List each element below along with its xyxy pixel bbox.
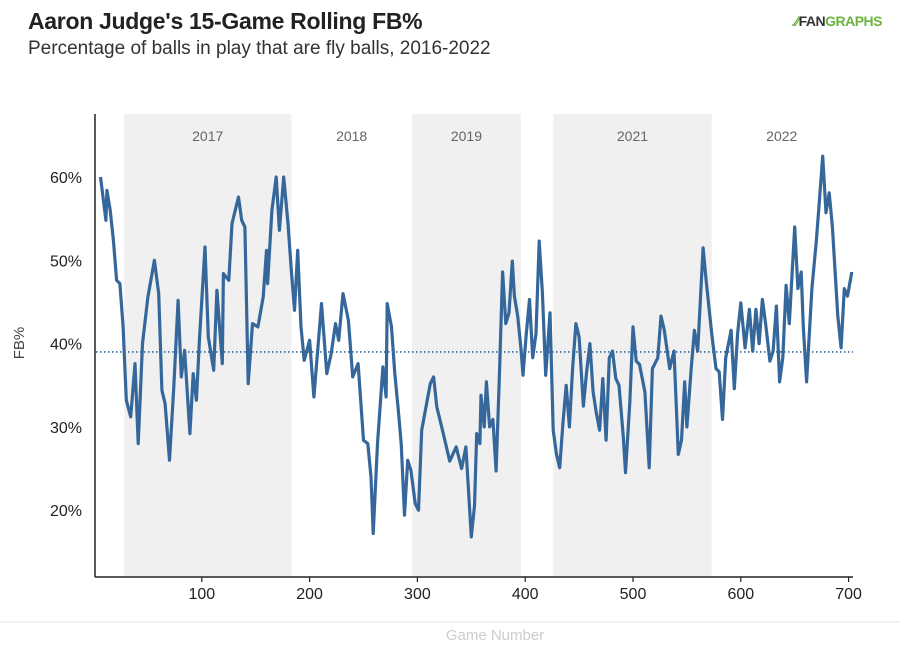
y-tick-label: 40% — [50, 337, 82, 354]
logo-text-graphs: GRAPHS — [825, 13, 882, 29]
x-tick-label: 600 — [727, 586, 754, 603]
x-tick-label: 700 — [835, 586, 862, 603]
season-labels: 2017 2018 2019 2021 2022 — [192, 128, 797, 144]
y-tick-label: 30% — [50, 420, 82, 437]
x-tick-label: 400 — [512, 586, 539, 603]
x-axis-label: Game Number — [446, 627, 544, 644]
season-bands — [124, 114, 712, 576]
season-label-2022: 2022 — [766, 128, 797, 144]
series-line — [98, 154, 854, 539]
fangraphs-logo: .⁄⁄FANGRAPHS — [791, 13, 883, 29]
season-label-2019: 2019 — [451, 128, 482, 144]
x-tick-label: 500 — [620, 586, 647, 603]
season-label-2021: 2021 — [617, 128, 648, 144]
season-band-2019 — [412, 114, 521, 576]
y-tick-label: 20% — [50, 503, 82, 520]
y-axis-label: FB% — [11, 327, 28, 360]
chart-title: Aaron Judge's 15-Game Rolling FB% — [28, 8, 423, 34]
logo-mark-icon: .⁄⁄ — [791, 13, 800, 29]
y-ticks: 20% 30% 40% 50% 60% — [50, 170, 82, 520]
season-label-2017: 2017 — [192, 128, 223, 144]
season-band-2017 — [124, 114, 292, 576]
season-label-2018: 2018 — [336, 128, 367, 144]
x-ticks: 100 200 300 400 500 600 700 — [188, 577, 862, 603]
y-tick-label: 50% — [50, 253, 82, 270]
x-tick-label: 100 — [188, 586, 215, 603]
x-tick-label: 200 — [296, 586, 323, 603]
chart-subtitle: Percentage of balls in play that are fly… — [28, 38, 491, 59]
x-tick-label: 300 — [404, 586, 431, 603]
y-tick-label: 60% — [50, 170, 82, 187]
logo-text-fan: FAN — [798, 13, 826, 29]
